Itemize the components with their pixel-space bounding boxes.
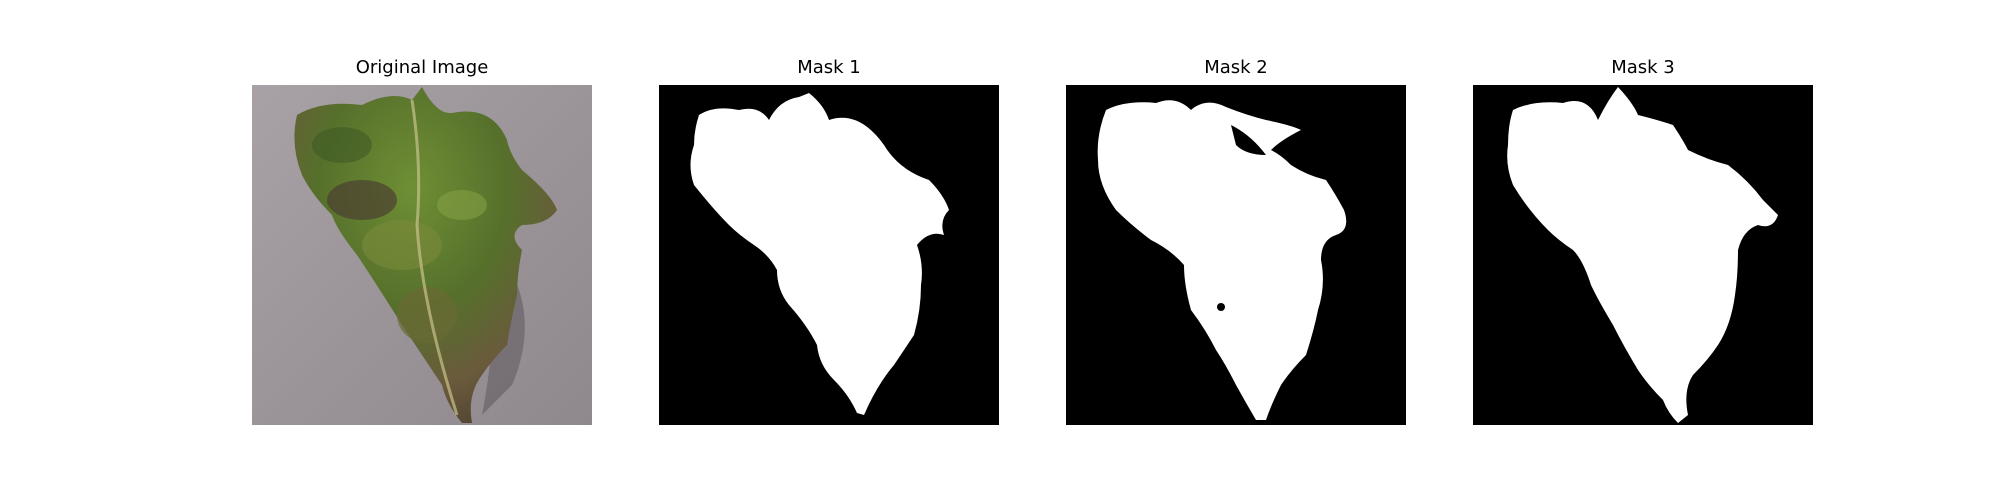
mask-2 [1066,85,1406,425]
mask-image [1066,85,1406,425]
mask-3 [1473,85,1813,425]
panel-title: Mask 3 [1611,57,1675,78]
mask-1 [659,85,999,425]
panel-title: Mask 2 [1204,57,1268,78]
panel-title: Original Image [355,57,489,78]
panel-title: Mask 1 [797,57,861,78]
mask-image [659,85,999,425]
leaf-photo [252,85,592,425]
original-image [252,85,592,425]
mask-image [1473,85,1813,425]
